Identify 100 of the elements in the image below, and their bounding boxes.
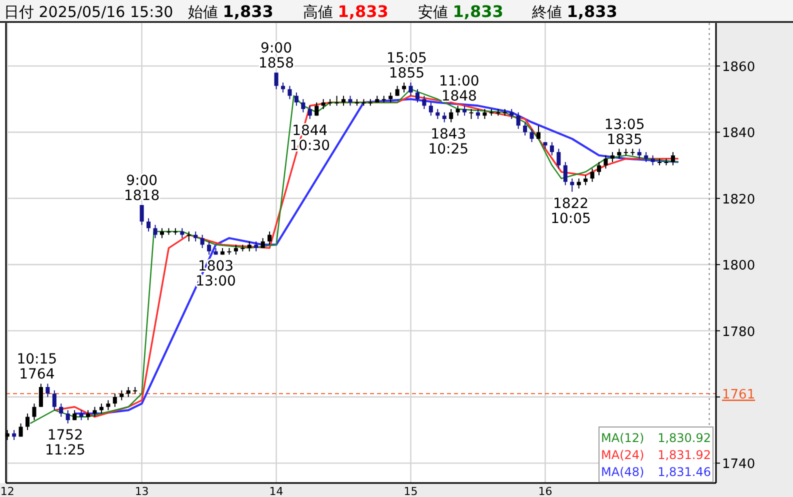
candlestick xyxy=(563,161,568,186)
candlestick xyxy=(166,228,171,236)
annotation: 13:05 1835 xyxy=(604,116,645,148)
ref-line-label: 1761 xyxy=(722,388,756,403)
candlestick xyxy=(510,108,514,120)
candlestick xyxy=(348,95,352,106)
candlestick xyxy=(46,383,50,398)
candlestick xyxy=(462,105,467,116)
text: 高値 1,833 xyxy=(303,2,388,21)
candlestick xyxy=(32,403,36,421)
candlestick xyxy=(476,108,480,120)
candlestick xyxy=(207,240,212,256)
candlestick xyxy=(153,224,158,239)
candlestick xyxy=(388,92,393,103)
candlestick xyxy=(482,108,487,120)
candlestick xyxy=(556,148,561,170)
candlestick xyxy=(321,98,326,110)
y-tick-label: 1800 xyxy=(722,258,756,274)
y-tick-label: 1740 xyxy=(722,457,756,472)
annotation: 11:00 1848 xyxy=(438,74,480,105)
candlestick xyxy=(644,152,648,162)
candlestick xyxy=(301,98,306,113)
candlestick xyxy=(415,88,420,103)
candlestick xyxy=(408,82,413,96)
y-tick-label: 1860 xyxy=(722,60,756,76)
candlestick xyxy=(66,410,70,424)
candlestick xyxy=(617,148,622,160)
x-tick-label: 13 xyxy=(134,485,149,497)
candlestick xyxy=(294,92,298,106)
text: MA(48) 1,831.46 xyxy=(601,465,711,479)
text: 始値 1,833 xyxy=(188,2,274,21)
candlestick xyxy=(637,148,642,160)
candlestick xyxy=(92,406,97,418)
candlestick xyxy=(314,102,319,116)
text: 安値 1,833 xyxy=(418,2,504,21)
annotation: 1822 10:05 xyxy=(550,196,591,227)
candlestick xyxy=(38,383,43,408)
candlestick xyxy=(240,244,245,252)
candlestick xyxy=(523,122,528,136)
annotation: 9:00 1858 xyxy=(258,40,294,72)
candlestick xyxy=(650,154,655,166)
y-tick-label: 1780 xyxy=(722,324,756,340)
y-tick-label: 1840 xyxy=(722,126,756,142)
candlestick xyxy=(530,128,534,143)
candlestick xyxy=(658,158,662,166)
candlestick xyxy=(436,108,440,120)
x-tick-label: 14 xyxy=(269,485,284,497)
candlestick xyxy=(140,204,144,226)
candlestick xyxy=(146,218,151,232)
candlestick xyxy=(180,228,184,239)
candlestick xyxy=(550,142,554,156)
candlestick xyxy=(173,228,178,236)
x-tick-label: 12 xyxy=(0,485,14,497)
candlestick xyxy=(280,82,286,93)
candlestick xyxy=(234,244,238,256)
candlestick xyxy=(395,85,400,96)
text: MA(12) 1,830.92 xyxy=(601,431,711,445)
candlestick xyxy=(456,105,460,116)
candlestick xyxy=(194,230,198,242)
y-tick-label: 1820 xyxy=(722,192,756,208)
annotation: 9:00 1818 xyxy=(124,173,160,204)
chart-title: 日付 2025/05/16 15:30 xyxy=(4,3,174,21)
candlestick xyxy=(584,174,588,186)
candlestick xyxy=(590,168,594,182)
annotation: 1752 11:25 xyxy=(44,427,86,458)
annotation: 10:15 1764 xyxy=(16,352,58,383)
candlestick xyxy=(288,85,292,100)
candlestick xyxy=(86,410,90,421)
annotation: 15:05 1855 xyxy=(386,50,427,82)
candlestick xyxy=(576,178,581,189)
candlestick xyxy=(570,178,574,192)
candlestick xyxy=(442,112,446,123)
text: 終値 1,833 xyxy=(531,2,618,21)
candlestick xyxy=(268,230,272,246)
candlestick xyxy=(596,161,602,176)
candlestick xyxy=(200,234,204,249)
candlestick xyxy=(12,430,16,440)
x-tick-label: 15 xyxy=(404,485,418,497)
candlestick xyxy=(274,72,278,90)
text: MA(24) 1,831.92 xyxy=(601,448,711,462)
candlestick xyxy=(18,422,23,438)
candlestick xyxy=(160,228,164,239)
candlestick xyxy=(79,410,84,421)
candlestick xyxy=(254,240,258,252)
candlestick xyxy=(604,154,608,170)
candlestick xyxy=(106,400,110,411)
candlestick xyxy=(342,95,346,106)
candlestick xyxy=(428,102,433,116)
candlestick xyxy=(59,403,64,418)
candlestick xyxy=(112,393,117,408)
candlestick xyxy=(52,390,56,411)
candlestick xyxy=(186,230,191,242)
candlestick xyxy=(247,240,252,252)
candlestick xyxy=(402,82,406,93)
candlestick xyxy=(449,108,454,123)
candlestick xyxy=(536,125,541,140)
candlestick xyxy=(126,386,130,398)
candlestick xyxy=(422,95,426,110)
candlestick xyxy=(334,95,339,106)
annotation: 1843 10:25 xyxy=(428,126,469,158)
